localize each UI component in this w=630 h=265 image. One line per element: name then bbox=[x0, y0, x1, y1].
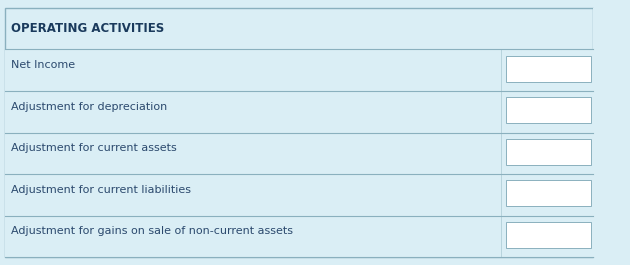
Bar bbox=[506, 180, 591, 206]
Text: Adjustment for current liabilities: Adjustment for current liabilities bbox=[11, 185, 192, 195]
Bar bbox=[5, 50, 593, 91]
Text: Adjustment for depreciation: Adjustment for depreciation bbox=[11, 102, 168, 112]
Text: OPERATING ACTIVITIES: OPERATING ACTIVITIES bbox=[11, 22, 164, 35]
Bar bbox=[506, 222, 591, 248]
Bar bbox=[5, 132, 593, 174]
Bar bbox=[593, 8, 630, 257]
Bar bbox=[506, 97, 591, 123]
Bar bbox=[506, 139, 591, 165]
Text: Net Income: Net Income bbox=[11, 60, 76, 70]
Bar bbox=[5, 174, 593, 215]
Bar bbox=[506, 56, 591, 82]
Bar bbox=[5, 91, 593, 132]
Bar bbox=[5, 215, 593, 257]
Text: Adjustment for gains on sale of non-current assets: Adjustment for gains on sale of non-curr… bbox=[11, 226, 294, 236]
Text: Adjustment for current assets: Adjustment for current assets bbox=[11, 143, 177, 153]
